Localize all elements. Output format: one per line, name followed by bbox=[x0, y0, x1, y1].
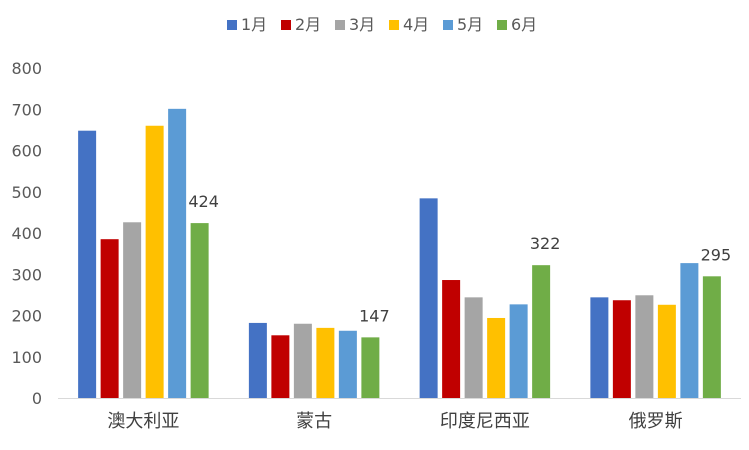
legend-swatch bbox=[281, 20, 291, 30]
data-label: 147 bbox=[359, 306, 390, 325]
y-tick-label: 700 bbox=[11, 100, 42, 119]
legend-item: 3月 bbox=[335, 15, 375, 34]
y-tick-label: 300 bbox=[11, 265, 42, 284]
legend-label: 1月 bbox=[241, 15, 267, 34]
bar bbox=[190, 223, 209, 398]
plot-area: 424 147 322 295 bbox=[78, 108, 731, 399]
bar bbox=[293, 323, 312, 398]
category-label: 俄罗斯 bbox=[629, 411, 683, 432]
category-label: 蒙古 bbox=[296, 411, 332, 432]
bar bbox=[361, 337, 380, 398]
legend-item: 4月 bbox=[389, 15, 429, 34]
y-tick-label: 0 bbox=[32, 389, 42, 408]
x-axis: 澳大利亚 蒙古 印度尼西亚 俄罗斯 bbox=[58, 398, 741, 432]
bar-group: 295 bbox=[590, 245, 731, 398]
legend-label: 2月 bbox=[295, 15, 321, 34]
y-tick-label: 200 bbox=[11, 307, 42, 326]
legend-swatch bbox=[443, 20, 453, 30]
legend-label: 5月 bbox=[457, 15, 483, 34]
legend-item: 6月 bbox=[497, 15, 537, 34]
bar bbox=[123, 222, 142, 398]
legend-swatch bbox=[497, 20, 507, 30]
bar bbox=[248, 322, 267, 398]
bar bbox=[532, 265, 551, 398]
bar bbox=[145, 125, 164, 398]
y-tick-label: 800 bbox=[11, 59, 42, 78]
bar-group: 424 bbox=[78, 108, 219, 399]
bar bbox=[487, 317, 506, 398]
y-tick-label: 600 bbox=[11, 142, 42, 161]
bar-group: 322 bbox=[419, 198, 561, 398]
bar bbox=[419, 198, 438, 398]
legend-item: 5月 bbox=[443, 15, 483, 34]
legend-item: 2月 bbox=[281, 15, 321, 34]
bar-group: 147 bbox=[248, 306, 390, 398]
y-axis: 0 100 200 300 400 500 600 700 800 bbox=[11, 59, 42, 408]
legend-swatch bbox=[227, 20, 237, 30]
bar bbox=[612, 300, 631, 398]
legend-label: 3月 bbox=[349, 15, 375, 34]
bar bbox=[271, 335, 290, 398]
bar bbox=[316, 327, 335, 398]
bar bbox=[338, 330, 357, 398]
y-tick-label: 400 bbox=[11, 224, 42, 243]
bar bbox=[100, 239, 119, 398]
category-label: 澳大利亚 bbox=[107, 411, 179, 432]
legend: 1月 2月 3月 4月 5月 6月 bbox=[227, 15, 537, 34]
bar bbox=[635, 295, 654, 398]
data-label: 295 bbox=[701, 245, 732, 264]
bar bbox=[509, 304, 528, 398]
y-tick-label: 500 bbox=[11, 183, 42, 202]
y-tick-label: 100 bbox=[11, 348, 42, 367]
legend-swatch bbox=[389, 20, 399, 30]
bar bbox=[464, 297, 483, 398]
category-label: 印度尼西亚 bbox=[440, 411, 530, 432]
bar bbox=[442, 280, 461, 398]
data-label: 322 bbox=[530, 234, 561, 253]
legend-swatch bbox=[335, 20, 345, 30]
legend-label: 4月 bbox=[403, 15, 429, 34]
bar bbox=[702, 276, 721, 398]
bar bbox=[680, 263, 699, 398]
data-label: 424 bbox=[188, 192, 219, 211]
bar bbox=[78, 130, 97, 398]
legend-label: 6月 bbox=[511, 15, 537, 34]
bar bbox=[590, 297, 609, 398]
bar bbox=[168, 108, 187, 399]
legend-item: 1月 bbox=[227, 15, 267, 34]
bar bbox=[657, 304, 676, 398]
